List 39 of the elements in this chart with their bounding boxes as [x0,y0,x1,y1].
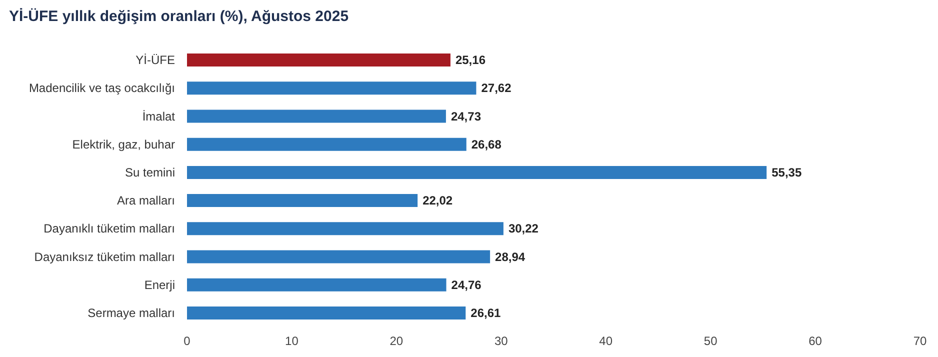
x-tick-label: 50 [704,334,718,348]
data-label: 24,76 [451,278,482,292]
chart-title: Yİ-ÜFE yıllık değişim oranları (%), Ağustos 2025 [9,8,349,25]
data-label: 24,73 [450,109,482,124]
x-tick-label: 0 [184,334,191,348]
bar [187,54,450,67]
x-tick-label: 70 [913,334,927,348]
y-tick-label: Elektrik, gaz, buhar [72,137,175,152]
x-tick-label: 60 [808,334,822,348]
bar [187,194,418,208]
data-label: 25,16 [455,53,486,68]
data-label: 28,94 [495,250,526,264]
bar [187,250,490,264]
y-tick-label: Ara malları [116,194,175,208]
y-tick-label: Su temini [124,165,175,180]
bar [187,138,466,151]
data-label: 30,22 [508,222,539,236]
y-tick-label: Enerji [144,278,175,292]
data-label: 27,62 [481,81,512,96]
bar [187,278,446,292]
y-tick-label: Madencilik ve taş ocakcılığı [28,81,175,96]
x-tick-label: 40 [599,334,613,348]
data-label: 22,02 [422,194,453,208]
data-label: 26,68 [471,137,502,152]
data-label: 26,61 [470,306,501,320]
y-tick-label: Sermaye malları [88,306,175,320]
x-tick-label: 30 [494,334,508,348]
bar [187,82,476,95]
bar [187,306,466,320]
y-tick-label: İmalat [142,109,176,124]
y-tick-label: Dayanıklı tüketim malları [44,222,175,236]
bar [187,166,767,179]
bar [187,110,446,123]
x-tick-label: 20 [390,334,404,348]
y-tick-label: Yİ-ÜFE [136,53,175,68]
y-tick-label: Dayanıksız tüketim malları [34,250,175,264]
x-tick-label: 10 [285,334,299,348]
bar [187,222,504,236]
data-label: 55,35 [772,165,802,180]
